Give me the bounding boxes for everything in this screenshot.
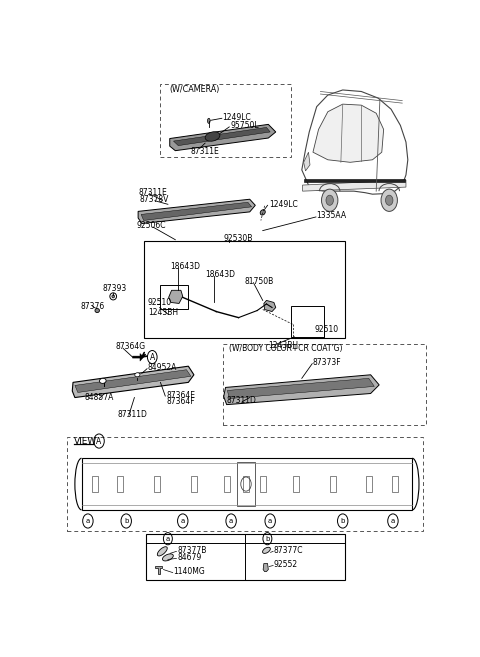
Bar <box>243 476 249 491</box>
Bar <box>223 344 426 425</box>
Text: A: A <box>150 353 155 361</box>
Bar <box>117 476 123 491</box>
Text: 87311D: 87311D <box>118 410 147 419</box>
Bar <box>237 463 255 506</box>
Polygon shape <box>263 564 268 572</box>
Circle shape <box>381 189 397 212</box>
Text: 1249LC: 1249LC <box>223 113 252 122</box>
Ellipse shape <box>162 554 173 561</box>
Polygon shape <box>155 566 162 574</box>
Polygon shape <box>313 104 384 162</box>
Ellipse shape <box>95 309 99 313</box>
Polygon shape <box>224 374 379 405</box>
Text: a: a <box>86 518 90 524</box>
Polygon shape <box>228 378 374 399</box>
Bar <box>366 476 372 491</box>
Polygon shape <box>170 124 276 150</box>
Polygon shape <box>138 199 255 223</box>
Polygon shape <box>141 202 252 221</box>
Text: b: b <box>124 518 129 524</box>
Bar <box>160 284 188 309</box>
Text: 18643D: 18643D <box>170 261 200 271</box>
Text: 87377C: 87377C <box>274 546 303 555</box>
Text: 95750L: 95750L <box>230 122 259 130</box>
Text: 84952A: 84952A <box>147 363 177 372</box>
Text: 92530B: 92530B <box>224 234 253 242</box>
Text: A: A <box>96 436 102 445</box>
Polygon shape <box>264 300 276 311</box>
Ellipse shape <box>112 295 115 298</box>
Text: 87364F: 87364F <box>166 397 195 406</box>
Polygon shape <box>168 290 183 304</box>
Text: 1249LC: 1249LC <box>269 200 298 209</box>
Text: b: b <box>265 535 270 541</box>
Ellipse shape <box>263 547 270 553</box>
Bar <box>191 476 197 491</box>
Ellipse shape <box>205 132 220 141</box>
Ellipse shape <box>207 118 210 124</box>
Polygon shape <box>75 370 191 392</box>
Text: b: b <box>340 518 345 524</box>
Text: a: a <box>166 535 170 541</box>
Circle shape <box>385 195 393 205</box>
Bar <box>154 476 160 491</box>
Bar <box>290 306 324 337</box>
Text: 92510: 92510 <box>315 325 339 334</box>
Text: 92510: 92510 <box>147 298 171 307</box>
Circle shape <box>326 195 334 205</box>
Text: 1243BH: 1243BH <box>148 308 178 317</box>
Bar <box>330 476 336 491</box>
Text: a: a <box>180 518 185 524</box>
Bar <box>225 476 230 491</box>
Polygon shape <box>304 179 405 182</box>
Text: 84679: 84679 <box>177 553 202 562</box>
Text: 87311E: 87311E <box>190 147 219 156</box>
Text: 87393: 87393 <box>103 284 127 293</box>
Text: 87378V: 87378V <box>140 194 169 204</box>
Text: (W/BODY COLOR+CR COAT'G): (W/BODY COLOR+CR COAT'G) <box>228 344 342 353</box>
Text: VIEW: VIEW <box>74 436 97 445</box>
Text: a: a <box>268 518 272 524</box>
Text: 87311D: 87311D <box>226 396 256 405</box>
Polygon shape <box>304 152 310 171</box>
Text: 87373F: 87373F <box>313 357 342 367</box>
Bar <box>392 476 398 491</box>
Text: 87377B: 87377B <box>177 546 206 555</box>
Bar <box>145 534 345 579</box>
Text: 1140MG: 1140MG <box>173 567 205 576</box>
Bar <box>293 476 299 491</box>
Text: a: a <box>229 518 233 524</box>
Text: 87376: 87376 <box>81 302 105 311</box>
Text: 92506C: 92506C <box>136 221 166 230</box>
Ellipse shape <box>260 210 265 215</box>
Ellipse shape <box>135 373 140 377</box>
Text: (W/CAMERA): (W/CAMERA) <box>170 85 220 94</box>
Text: 1335AA: 1335AA <box>317 211 347 220</box>
Bar <box>82 459 412 510</box>
Polygon shape <box>173 127 270 146</box>
Text: 87311E: 87311E <box>138 188 167 196</box>
Text: 87364G: 87364G <box>115 342 145 351</box>
Ellipse shape <box>157 547 167 556</box>
Text: a: a <box>391 518 395 524</box>
Text: 84857A: 84857A <box>84 393 114 402</box>
Polygon shape <box>72 366 194 397</box>
Bar <box>92 476 98 491</box>
Circle shape <box>322 189 338 212</box>
Text: 18643D: 18643D <box>205 270 235 279</box>
Text: 87364E: 87364E <box>166 390 195 399</box>
Text: 1243BH: 1243BH <box>268 342 299 350</box>
Text: 81750B: 81750B <box>244 277 274 286</box>
Ellipse shape <box>99 378 106 384</box>
Text: 92552: 92552 <box>274 560 298 569</box>
Bar <box>160 84 290 157</box>
Bar <box>260 476 266 491</box>
Polygon shape <box>302 180 406 191</box>
Bar <box>67 437 423 531</box>
Bar <box>144 241 345 338</box>
Polygon shape <box>132 353 144 361</box>
